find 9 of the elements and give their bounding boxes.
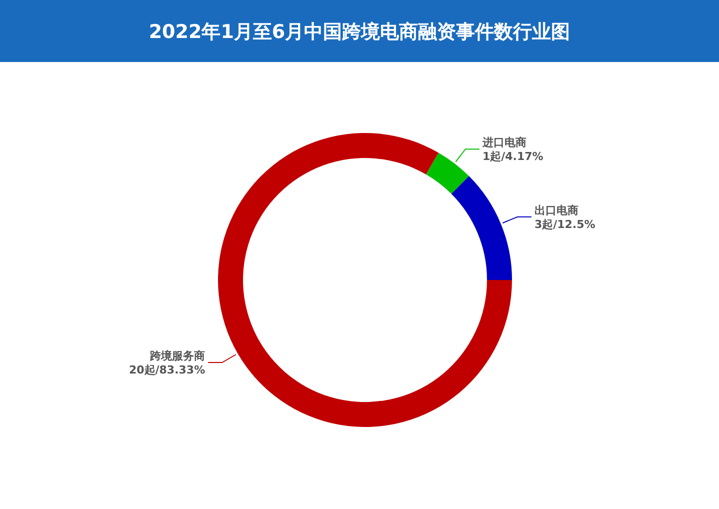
- chart-title: 2022年1月至6月中国跨境电商融资事件数行业图: [148, 21, 570, 43]
- slice-label: 进口电商: [481, 136, 526, 150]
- data-label: 1起/4.17%: [482, 150, 544, 164]
- slice-label: 跨境服务商: [149, 350, 206, 362]
- data-label: 3起/12.5%: [534, 218, 596, 231]
- data-label: 20起/83.33%: [128, 364, 206, 376]
- slice-label: 出口电商: [534, 204, 578, 217]
- donut-slice: [426, 152, 469, 194]
- donut-slice: [451, 176, 512, 280]
